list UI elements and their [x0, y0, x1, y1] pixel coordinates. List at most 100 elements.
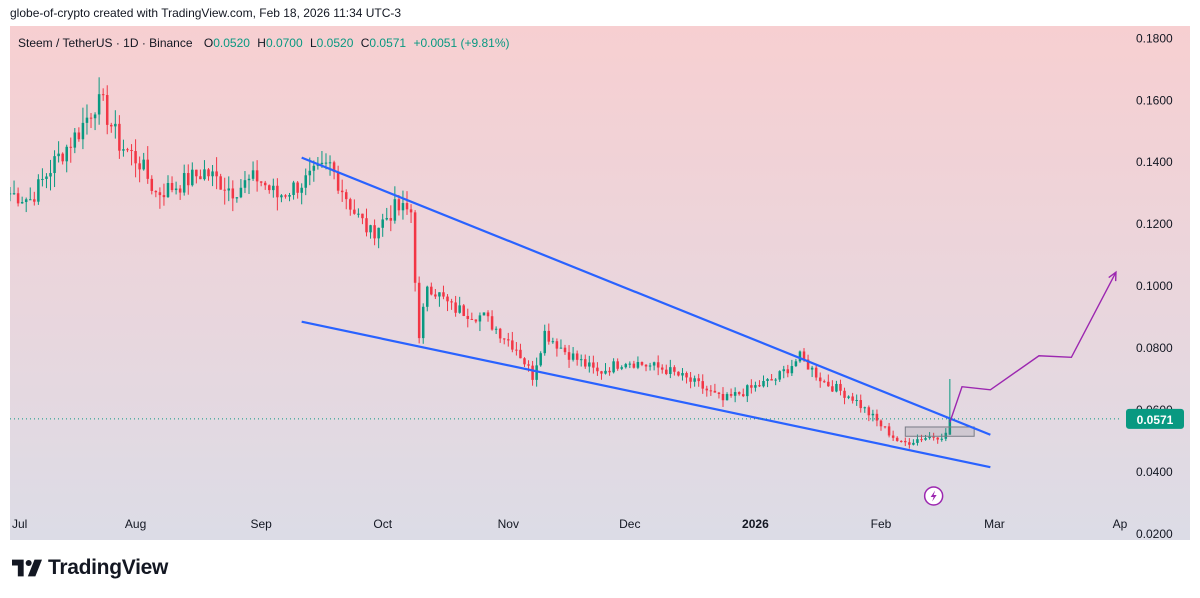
x-tick-label: 2026	[742, 517, 769, 531]
candle-body	[24, 199, 28, 203]
candle-body	[191, 169, 194, 186]
candle-body	[349, 199, 352, 210]
candle-body	[693, 378, 696, 382]
candle-body	[831, 386, 834, 392]
candle-body	[507, 339, 510, 341]
candle-body	[592, 362, 595, 368]
candle-body	[754, 385, 757, 388]
candle-body	[53, 156, 56, 174]
candle-body	[766, 379, 769, 381]
candle-body	[628, 363, 632, 365]
candle-body	[474, 319, 478, 322]
candle-body	[300, 187, 303, 193]
candle-body	[741, 394, 745, 397]
candle-body	[340, 190, 344, 193]
candle-body	[806, 359, 810, 370]
y-tick-label: 0.1200	[1136, 217, 1173, 231]
candle-body	[381, 219, 384, 228]
candle-body	[644, 364, 648, 367]
price-chart[interactable]: 0.18000.16000.14000.12000.10000.08000.06…	[10, 26, 1190, 540]
y-tick-label: 0.0800	[1136, 341, 1173, 355]
candle-body	[920, 439, 923, 441]
candle-body	[93, 114, 97, 119]
candle-body	[527, 364, 530, 366]
consolidation-box	[904, 426, 975, 437]
candle-body	[940, 438, 944, 440]
x-tick-label: Mar	[984, 517, 1005, 531]
candle-body	[33, 199, 36, 202]
x-tick-label: Ap	[1113, 517, 1128, 531]
candle-body	[81, 122, 85, 140]
tradingview-brand[interactable]: TradingView	[12, 556, 168, 580]
candle-body	[579, 359, 583, 361]
candle-body	[288, 195, 291, 197]
candle-body	[296, 182, 299, 193]
candle-body	[199, 176, 202, 180]
candle-body	[928, 436, 931, 439]
candle-body	[219, 176, 222, 190]
candle-body	[636, 362, 640, 368]
candle-body	[361, 213, 364, 219]
candle-body	[324, 162, 328, 164]
low-value: 0.0520	[316, 36, 354, 50]
candle-body	[426, 286, 429, 307]
candle-body	[73, 132, 77, 148]
candle-body	[502, 338, 506, 340]
candle-body	[263, 182, 267, 186]
candle-body	[608, 370, 611, 373]
candle-body	[624, 364, 628, 368]
candle-body	[126, 149, 129, 151]
candle-body	[486, 312, 490, 317]
candle-body	[543, 330, 547, 354]
candle-body	[620, 367, 623, 369]
x-tick-label: Dec	[619, 517, 640, 531]
candle-body	[758, 385, 761, 387]
candle-body	[146, 159, 149, 179]
candle-body	[304, 175, 307, 188]
candle-body	[721, 393, 725, 401]
candle-body	[284, 195, 287, 197]
candle-body	[434, 294, 437, 297]
candle-body	[867, 407, 871, 416]
high-label: H	[257, 36, 266, 50]
x-tick-label: Nov	[498, 517, 519, 531]
candle-body	[786, 369, 790, 374]
candle-body	[583, 359, 587, 367]
candle-body	[835, 383, 838, 392]
y-tick-label: 0.1000	[1136, 279, 1173, 293]
candle-body	[588, 362, 591, 367]
y-tick-label: 0.0400	[1136, 465, 1173, 479]
candle-body	[227, 188, 231, 191]
candle-body	[389, 218, 393, 221]
candle-body	[790, 366, 794, 374]
candle-body	[563, 347, 567, 353]
candle-body	[904, 441, 907, 443]
brand-name: TradingView	[48, 556, 169, 579]
candle-body	[130, 149, 133, 152]
x-tick-label: Jul	[12, 517, 27, 531]
y-tick-label: 0.1400	[1136, 155, 1173, 169]
candle-body	[810, 367, 814, 370]
close-label: C	[360, 36, 370, 50]
candle-body	[798, 351, 802, 362]
high-value: 0.0700	[265, 36, 303, 50]
candle-body	[705, 388, 709, 391]
candle-body	[539, 353, 542, 366]
trendline-lower	[301, 320, 991, 469]
candle-body	[369, 225, 372, 233]
candle-body	[612, 361, 615, 373]
candle-body	[353, 209, 356, 214]
candle-body	[818, 377, 822, 382]
candle-body	[782, 369, 786, 372]
chart-area[interactable]: 0.18000.16000.14000.12000.10000.08000.06…	[10, 26, 1190, 540]
x-tick-label: Sep	[250, 517, 272, 531]
candle-body	[567, 352, 571, 360]
candle-body	[823, 381, 826, 383]
candle-body	[85, 117, 89, 123]
candle-body	[20, 202, 24, 204]
candle-body	[515, 349, 518, 351]
candle-body	[251, 170, 255, 179]
candle-body	[57, 153, 60, 157]
low-label: L	[309, 36, 317, 50]
candle-body	[166, 183, 170, 198]
